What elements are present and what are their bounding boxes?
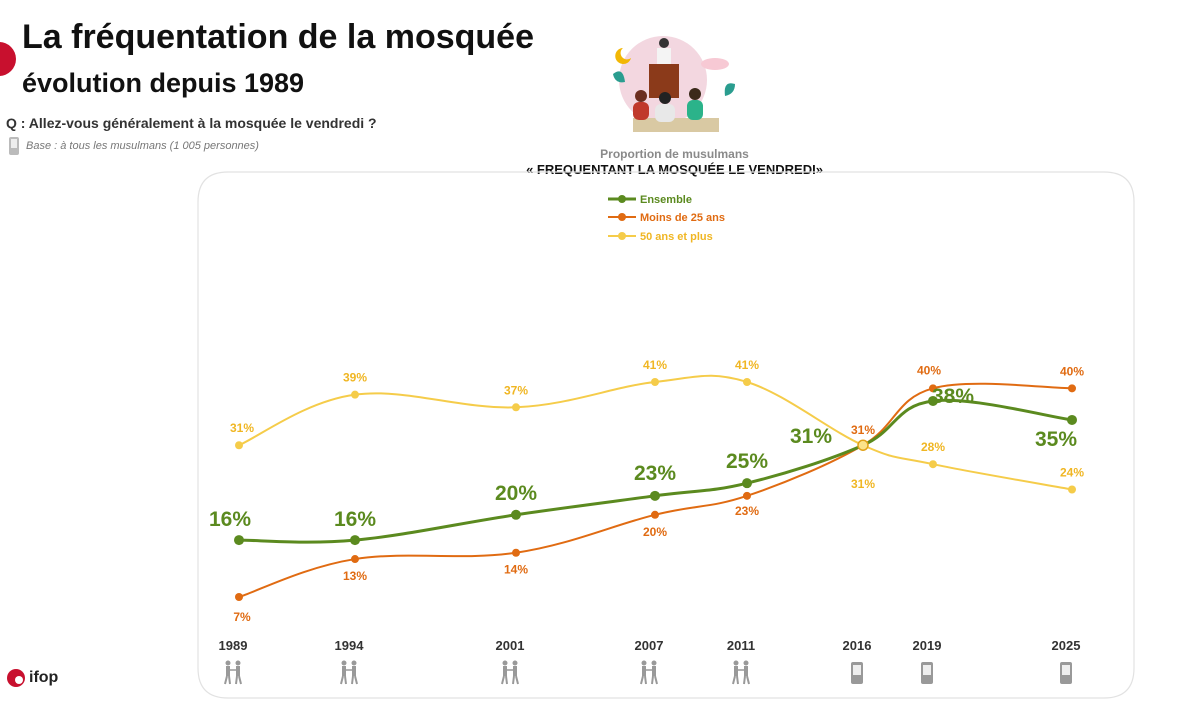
x-tick-2007: 2007 — [635, 638, 664, 653]
label-ensemble-1994: 16% — [334, 508, 376, 531]
x-tick-2019: 2019 — [913, 638, 942, 653]
point-ensemble-2019 — [928, 395, 938, 406]
point-ensemble-2025 — [1067, 414, 1077, 425]
point-ensemble-2007 — [650, 490, 660, 501]
label-plus50-1994: 39% — [343, 371, 367, 385]
face-to-face-icon — [732, 660, 750, 685]
legend-marker-ensemble — [618, 195, 626, 203]
series-line-plus50 — [238, 374, 1073, 491]
x-tick-2016: 2016 — [843, 638, 872, 653]
legend-label-moins25: Moins de 25 ans — [640, 212, 725, 224]
ifop-logo-icon — [7, 669, 25, 687]
chart-frame — [197, 171, 1135, 699]
base-text: Base : à tous les musulmans (1 005 perso… — [26, 140, 259, 152]
label-plus50-2019: 28% — [921, 440, 945, 454]
ifop-logo: ifop — [6, 668, 58, 688]
label-moins25-2016: 31% — [851, 423, 875, 437]
label-plus50-2007: 41% — [643, 358, 667, 372]
survey-question: Q : Allez-vous généralement à la mosquée… — [6, 115, 377, 131]
x-axis: 1989 1994 2001 2007 2011 2016 2019 2025 — [219, 638, 1081, 685]
label-moins25-2011: 23% — [735, 504, 759, 518]
label-ensemble-2007: 23% — [634, 462, 676, 485]
point-moins25-2007 — [651, 510, 659, 519]
face-to-face-icon — [640, 660, 658, 685]
logo-text: ifop — [29, 669, 59, 686]
point-ensemble-2011 — [742, 478, 752, 489]
point-ensemble-2001 — [511, 509, 521, 520]
x-tick-1989: 1989 — [219, 638, 248, 653]
brand-dot — [0, 42, 16, 76]
label-moins25-2025: 40% — [1060, 364, 1084, 378]
phone-icon — [851, 662, 863, 684]
point-plus50-1994 — [351, 390, 359, 399]
label-plus50-2016: 31% — [851, 477, 875, 491]
legend-label-ensemble: Ensemble — [640, 194, 692, 206]
point-plus50-2011 — [743, 378, 751, 386]
x-tick-1994: 1994 — [335, 638, 365, 653]
x-tick-2025: 2025 — [1052, 638, 1081, 653]
point-ensemble-1994 — [350, 535, 360, 546]
point-moins25-2025 — [1068, 384, 1076, 393]
label-ensemble-2019: 38% — [932, 385, 974, 408]
crossing-point-2016 — [857, 439, 869, 451]
label-plus50-2011: 41% — [735, 358, 759, 372]
label-ensemble-2001: 20% — [495, 482, 537, 505]
chart-heading-line2: « FREQUENTANT LA MOSQUÉE LE VENDREDI» — [526, 162, 823, 177]
point-moins25-2001 — [512, 548, 520, 557]
point-plus50-2025 — [1068, 485, 1076, 494]
series-lines — [237, 374, 1074, 598]
face-to-face-icon — [501, 660, 519, 685]
mosque-preacher-illustration — [613, 36, 735, 132]
face-to-face-icon — [224, 660, 242, 685]
label-moins25-2007: 20% — [643, 525, 667, 539]
label-moins25-2001: 14% — [504, 563, 528, 577]
data-labels: 31% 39% 37% 41% 41% 31% 28% 24% 7% 13% 14% 20% 23% 31… — [209, 358, 1084, 624]
label-ensemble-2016: 31% — [790, 425, 832, 448]
series-points — [234, 378, 1077, 601]
point-moins25-1989 — [235, 593, 243, 601]
point-moins25-1994 — [351, 555, 359, 564]
point-moins25-2019 — [929, 384, 937, 393]
label-plus50-2025: 24% — [1060, 466, 1084, 480]
label-ensemble-2011: 25% — [726, 450, 768, 473]
series-line-moins25 — [238, 382, 1073, 598]
label-ensemble-1989: 16% — [209, 508, 251, 531]
page-title: La fréquentation de la mosquée — [22, 18, 534, 56]
phone-icon — [9, 137, 19, 155]
series-line-ensemble — [237, 398, 1074, 544]
legend-marker-moins25 — [618, 213, 626, 221]
phone-icon — [1060, 662, 1072, 684]
label-plus50-2001: 37% — [504, 383, 528, 397]
point-moins25-2011 — [743, 491, 751, 500]
x-tick-2011: 2011 — [727, 638, 755, 653]
face-to-face-icon — [340, 660, 358, 685]
label-moins25-2019: 40% — [917, 363, 941, 377]
label-plus50-1989: 31% — [230, 421, 254, 435]
point-plus50-1989 — [235, 441, 243, 450]
label-ensemble-2025: 35% — [1035, 428, 1077, 451]
chart-legend: Ensemble Moins de 25 ans 50 ans et plus — [608, 194, 725, 243]
point-plus50-2007 — [651, 378, 659, 386]
phone-icon — [921, 662, 933, 684]
point-plus50-2019 — [929, 460, 937, 469]
chart-heading-line1: Proportion de musulmans — [600, 147, 749, 161]
label-moins25-1994: 13% — [343, 569, 367, 583]
point-plus50-2001 — [512, 403, 520, 412]
point-ensemble-1989 — [234, 535, 244, 546]
x-tick-2001: 2001 — [496, 638, 525, 653]
legend-marker-plus50 — [618, 232, 626, 240]
legend-label-plus50: 50 ans et plus — [640, 231, 713, 243]
label-moins25-1989: 7% — [233, 610, 251, 624]
base-note: Base : à tous les musulmans (1 005 perso… — [8, 136, 259, 156]
page-subtitle: évolution depuis 1989 — [22, 68, 305, 98]
